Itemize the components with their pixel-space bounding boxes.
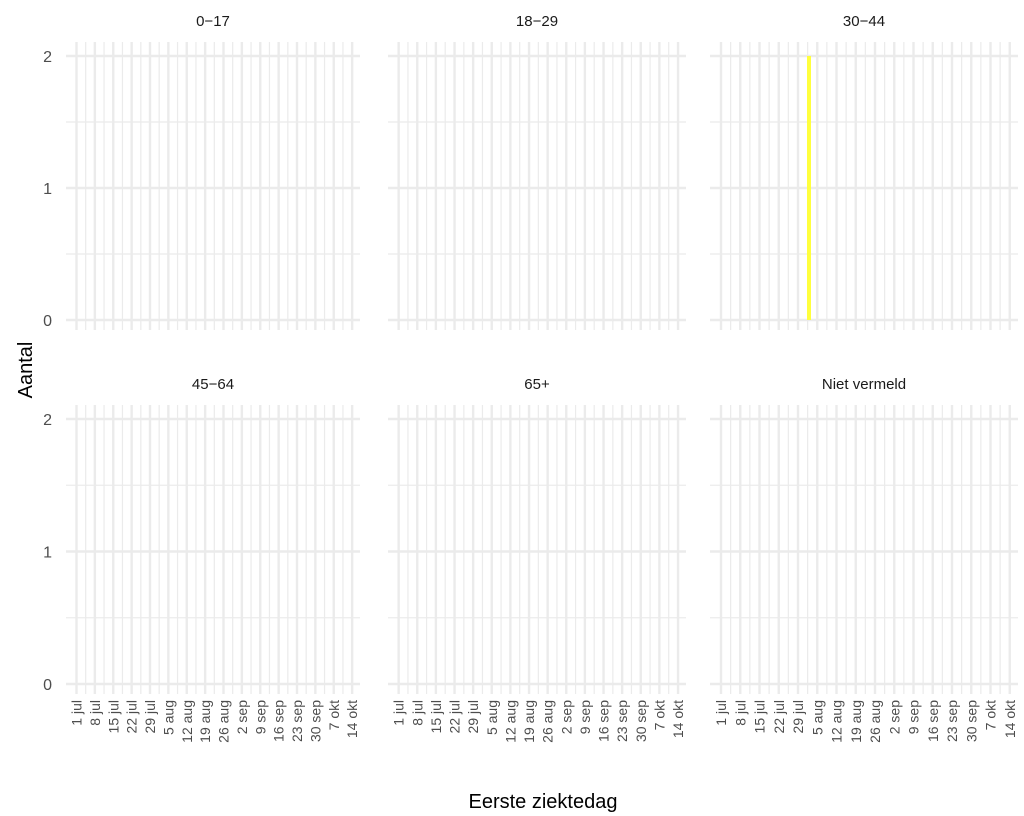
x-tick-label: 16 sep	[596, 700, 612, 742]
facet-title: Niet vermeld	[822, 376, 906, 393]
x-tick-label: 29 jul	[465, 700, 481, 733]
x-tick-label: 14 okt	[1002, 700, 1018, 738]
facet-panel: 45−64 0 1 2 1 jul 8 jul 15 jul 22 jul 29 jul 5 au…	[43, 376, 360, 743]
x-tick-label: 5 aug	[484, 700, 500, 735]
x-axis-title: Eerste ziektedag	[469, 791, 618, 813]
x-tick-label: 5 aug	[160, 700, 176, 735]
y-tick-label: 1	[43, 181, 52, 198]
facet-title: 45−64	[192, 376, 234, 393]
x-tick-label: 19 aug	[521, 700, 537, 743]
x-tick-label: 1 jul	[713, 700, 729, 726]
y-tick-label: 0	[43, 313, 52, 330]
x-tick-label: 23 sep	[614, 700, 630, 742]
facet-title: 18−29	[516, 13, 558, 30]
x-tick-label: 26 aug	[867, 700, 883, 743]
y-tick-label: 0	[43, 677, 52, 694]
x-tick-label: 30 sep	[307, 700, 323, 742]
x-tick-label: 8 jul	[732, 700, 748, 726]
facet-panel: Niet vermeld 1 jul 8 jul 15 jul 22 jul 29 jul…	[710, 376, 1018, 743]
x-tick-label: 14 okt	[670, 700, 686, 738]
x-tick-label: 16 sep	[271, 700, 287, 742]
x-tick-label: 19 aug	[848, 700, 864, 743]
facet-panel: 18−29	[388, 13, 686, 330]
x-tick-label: 12 aug	[179, 700, 195, 743]
y-tick-label: 2	[43, 49, 52, 66]
x-tick-label: 7 okt	[326, 700, 342, 730]
y-axis-title: Aantal	[15, 342, 37, 399]
x-tick-label: 12 aug	[502, 700, 518, 743]
x-tick-label: 9 sep	[252, 700, 268, 734]
x-tick-label: 22 jul	[447, 700, 463, 733]
x-tick-label: 23 sep	[289, 700, 305, 742]
x-tick-label: 14 okt	[344, 700, 360, 738]
x-tick-label: 26 aug	[216, 700, 232, 743]
x-tick-label: 15 jul	[105, 700, 121, 733]
x-tick-label: 16 sep	[925, 700, 941, 742]
facet-title: 0−17	[196, 13, 230, 30]
x-tick-label: 7 okt	[983, 700, 999, 730]
x-tick-label: 7 okt	[651, 700, 667, 730]
x-tick-label: 9 sep	[577, 700, 593, 734]
facet-panel: 0−17 0 1 2	[43, 13, 360, 330]
x-tick-label: 29 jul	[142, 700, 158, 733]
x-tick-label: 1 jul	[391, 700, 407, 726]
bar	[807, 56, 811, 320]
x-tick-label: 1 jul	[69, 700, 85, 726]
x-tick-label: 23 sep	[944, 700, 960, 742]
facet-title: 65+	[524, 376, 550, 393]
x-tick-label: 2 sep	[234, 700, 250, 734]
x-tick-label: 12 aug	[829, 700, 845, 743]
x-tick-label: 29 jul	[790, 700, 806, 733]
x-tick-label: 5 aug	[809, 700, 825, 735]
x-tick-label: 22 jul	[124, 700, 140, 733]
x-tick-label: 19 aug	[197, 700, 213, 743]
facet-panel: 65+ 1 jul 8 jul 15 jul 22 jul 29 jul 5 aug 12 a…	[388, 376, 686, 743]
x-tick-label: 9 sep	[906, 700, 922, 734]
x-tick-label: 15 jul	[752, 700, 768, 733]
x-tick-label: 8 jul	[87, 700, 103, 726]
x-tick-label: 2 sep	[558, 700, 574, 734]
x-tick-label: 2 sep	[886, 700, 902, 734]
x-tick-label: 30 sep	[963, 700, 979, 742]
x-tick-label: 26 aug	[540, 700, 556, 743]
x-tick-label: 15 jul	[428, 700, 444, 733]
y-tick-label: 1	[43, 545, 52, 562]
x-tick-label: 22 jul	[771, 700, 787, 733]
x-tick-label: 8 jul	[409, 700, 425, 726]
facet-title: 30−44	[843, 13, 885, 30]
x-tick-label: 30 sep	[633, 700, 649, 742]
facet-panel: 30−44	[710, 13, 1018, 330]
y-tick-label: 2	[43, 412, 52, 429]
